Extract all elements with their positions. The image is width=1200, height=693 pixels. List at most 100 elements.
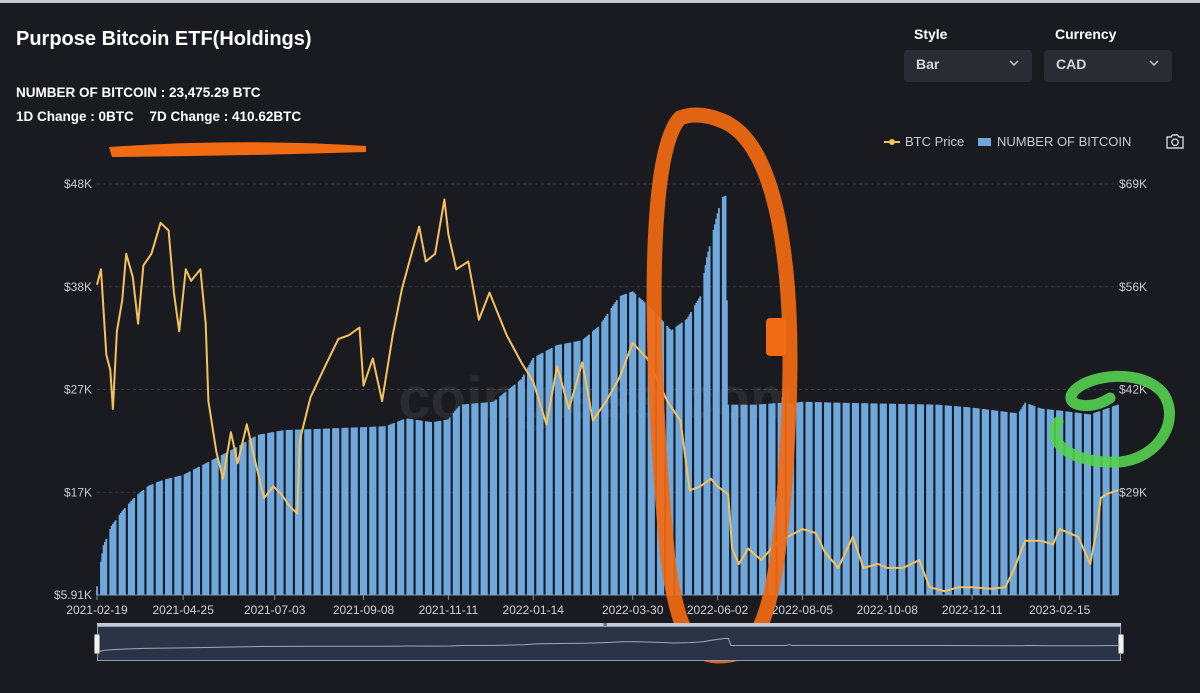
navigator-sparkline xyxy=(98,637,1122,653)
holdings-bar xyxy=(415,419,418,595)
range-navigator[interactable]: ||| xyxy=(94,622,1124,661)
style-select[interactable]: Bar xyxy=(904,50,1032,82)
holdings-bar xyxy=(768,403,771,595)
holdings-bar xyxy=(196,467,199,595)
holdings-bar xyxy=(336,428,338,595)
holdings-bar xyxy=(1093,413,1096,595)
holdings-bar xyxy=(1087,414,1090,595)
holdings-bar xyxy=(147,485,150,595)
holdings-bar xyxy=(922,404,925,595)
holdings-bar xyxy=(463,404,466,595)
holdings-bar xyxy=(912,404,915,595)
holdings-bar xyxy=(621,295,624,595)
holdings-bar xyxy=(206,462,208,595)
holdings-bar xyxy=(1010,412,1013,595)
holdings-bar xyxy=(606,313,609,595)
holdings-bar xyxy=(462,404,464,595)
holdings-bar xyxy=(577,341,580,595)
holdings-bar xyxy=(354,427,357,595)
holdings-bar xyxy=(790,403,793,595)
holdings-bar xyxy=(101,553,104,595)
holdings-bar xyxy=(373,426,376,595)
holdings-bar xyxy=(410,419,413,595)
holdings-bar xyxy=(241,443,244,595)
holdings-bar xyxy=(857,403,860,595)
legend-btc-price[interactable]: BTC Price xyxy=(884,134,964,149)
holdings-bar xyxy=(378,426,381,595)
camera-icon[interactable] xyxy=(1166,133,1184,149)
currency-select[interactable]: CAD xyxy=(1044,50,1172,82)
holdings-bar xyxy=(863,403,866,595)
holdings-bar xyxy=(456,407,459,595)
holdings-bar xyxy=(166,478,169,595)
holdings-bar xyxy=(261,433,264,595)
holdings-bar xyxy=(611,306,614,595)
holdings-bar xyxy=(230,450,232,595)
navigator-scrollbar[interactable] xyxy=(97,623,1121,628)
holdings-bar xyxy=(801,401,804,595)
holdings-bar xyxy=(753,404,756,595)
holdings-bar xyxy=(157,482,159,595)
holdings-bar xyxy=(161,480,163,595)
holdings-bar xyxy=(428,421,431,595)
holdings-bar xyxy=(523,374,525,595)
y-right-tick-label: $29K xyxy=(1119,485,1147,499)
holdings-bar xyxy=(894,403,897,595)
holdings-bar xyxy=(269,432,272,595)
holdings-bar xyxy=(1042,408,1045,595)
holdings-bar xyxy=(591,331,594,595)
holdings-bar xyxy=(231,449,234,595)
holdings-bar xyxy=(359,427,362,595)
holdings-bar xyxy=(240,444,243,595)
holdings-bar xyxy=(1056,410,1058,595)
holdings-bar xyxy=(837,402,840,595)
holdings-bar xyxy=(603,317,606,595)
holdings-bar xyxy=(1058,410,1061,595)
holdings-bar xyxy=(253,436,256,595)
holdings-bar xyxy=(1014,413,1017,595)
holdings-bar xyxy=(633,292,635,595)
holdings-bar xyxy=(287,429,289,595)
holdings-bar xyxy=(723,196,726,595)
holdings-bar xyxy=(1115,405,1118,595)
holdings-bar xyxy=(920,404,923,595)
holdings-bar xyxy=(342,427,345,595)
holdings-bar xyxy=(1107,407,1110,595)
holdings-bar xyxy=(454,411,456,595)
holdings-bar xyxy=(109,529,112,595)
holdings-bar xyxy=(703,272,706,595)
holdings-bar xyxy=(919,404,922,595)
navigator-window[interactable] xyxy=(97,626,1122,661)
holdings-bar xyxy=(399,420,402,595)
holdings-bar xyxy=(1066,411,1069,595)
holdings-bar xyxy=(1068,411,1070,595)
holdings-bar xyxy=(187,472,190,595)
holdings-bar xyxy=(814,402,817,595)
holdings-bar xyxy=(721,197,724,595)
navigator-right-handle[interactable] xyxy=(1118,634,1124,654)
holdings-bar xyxy=(853,403,856,595)
legend-number-of-bitcoin[interactable]: NUMBER OF BITCOIN xyxy=(978,134,1131,149)
holdings-bar xyxy=(752,404,755,595)
holdings-bar xyxy=(271,432,273,595)
holdings-bar xyxy=(629,292,631,595)
holdings-bar xyxy=(1111,406,1114,595)
holdings-bar xyxy=(984,409,987,595)
holdings-bar xyxy=(696,300,699,595)
holdings-bar xyxy=(623,294,626,595)
holdings-bar xyxy=(866,403,869,595)
holdings-bar xyxy=(745,404,748,595)
navigator-left-handle[interactable] xyxy=(94,634,100,654)
holdings-bar xyxy=(586,335,589,595)
holdings-bar xyxy=(773,403,776,595)
holdings-bar xyxy=(259,434,262,595)
holdings-bar xyxy=(110,525,113,595)
holdings-bar xyxy=(249,438,252,595)
holdings-bar xyxy=(991,410,993,595)
holdings-bar xyxy=(796,402,799,595)
holdings-bar xyxy=(483,402,486,595)
holdings-bar xyxy=(391,423,394,595)
holdings-bar xyxy=(955,406,958,595)
holdings-bar xyxy=(1074,412,1077,595)
